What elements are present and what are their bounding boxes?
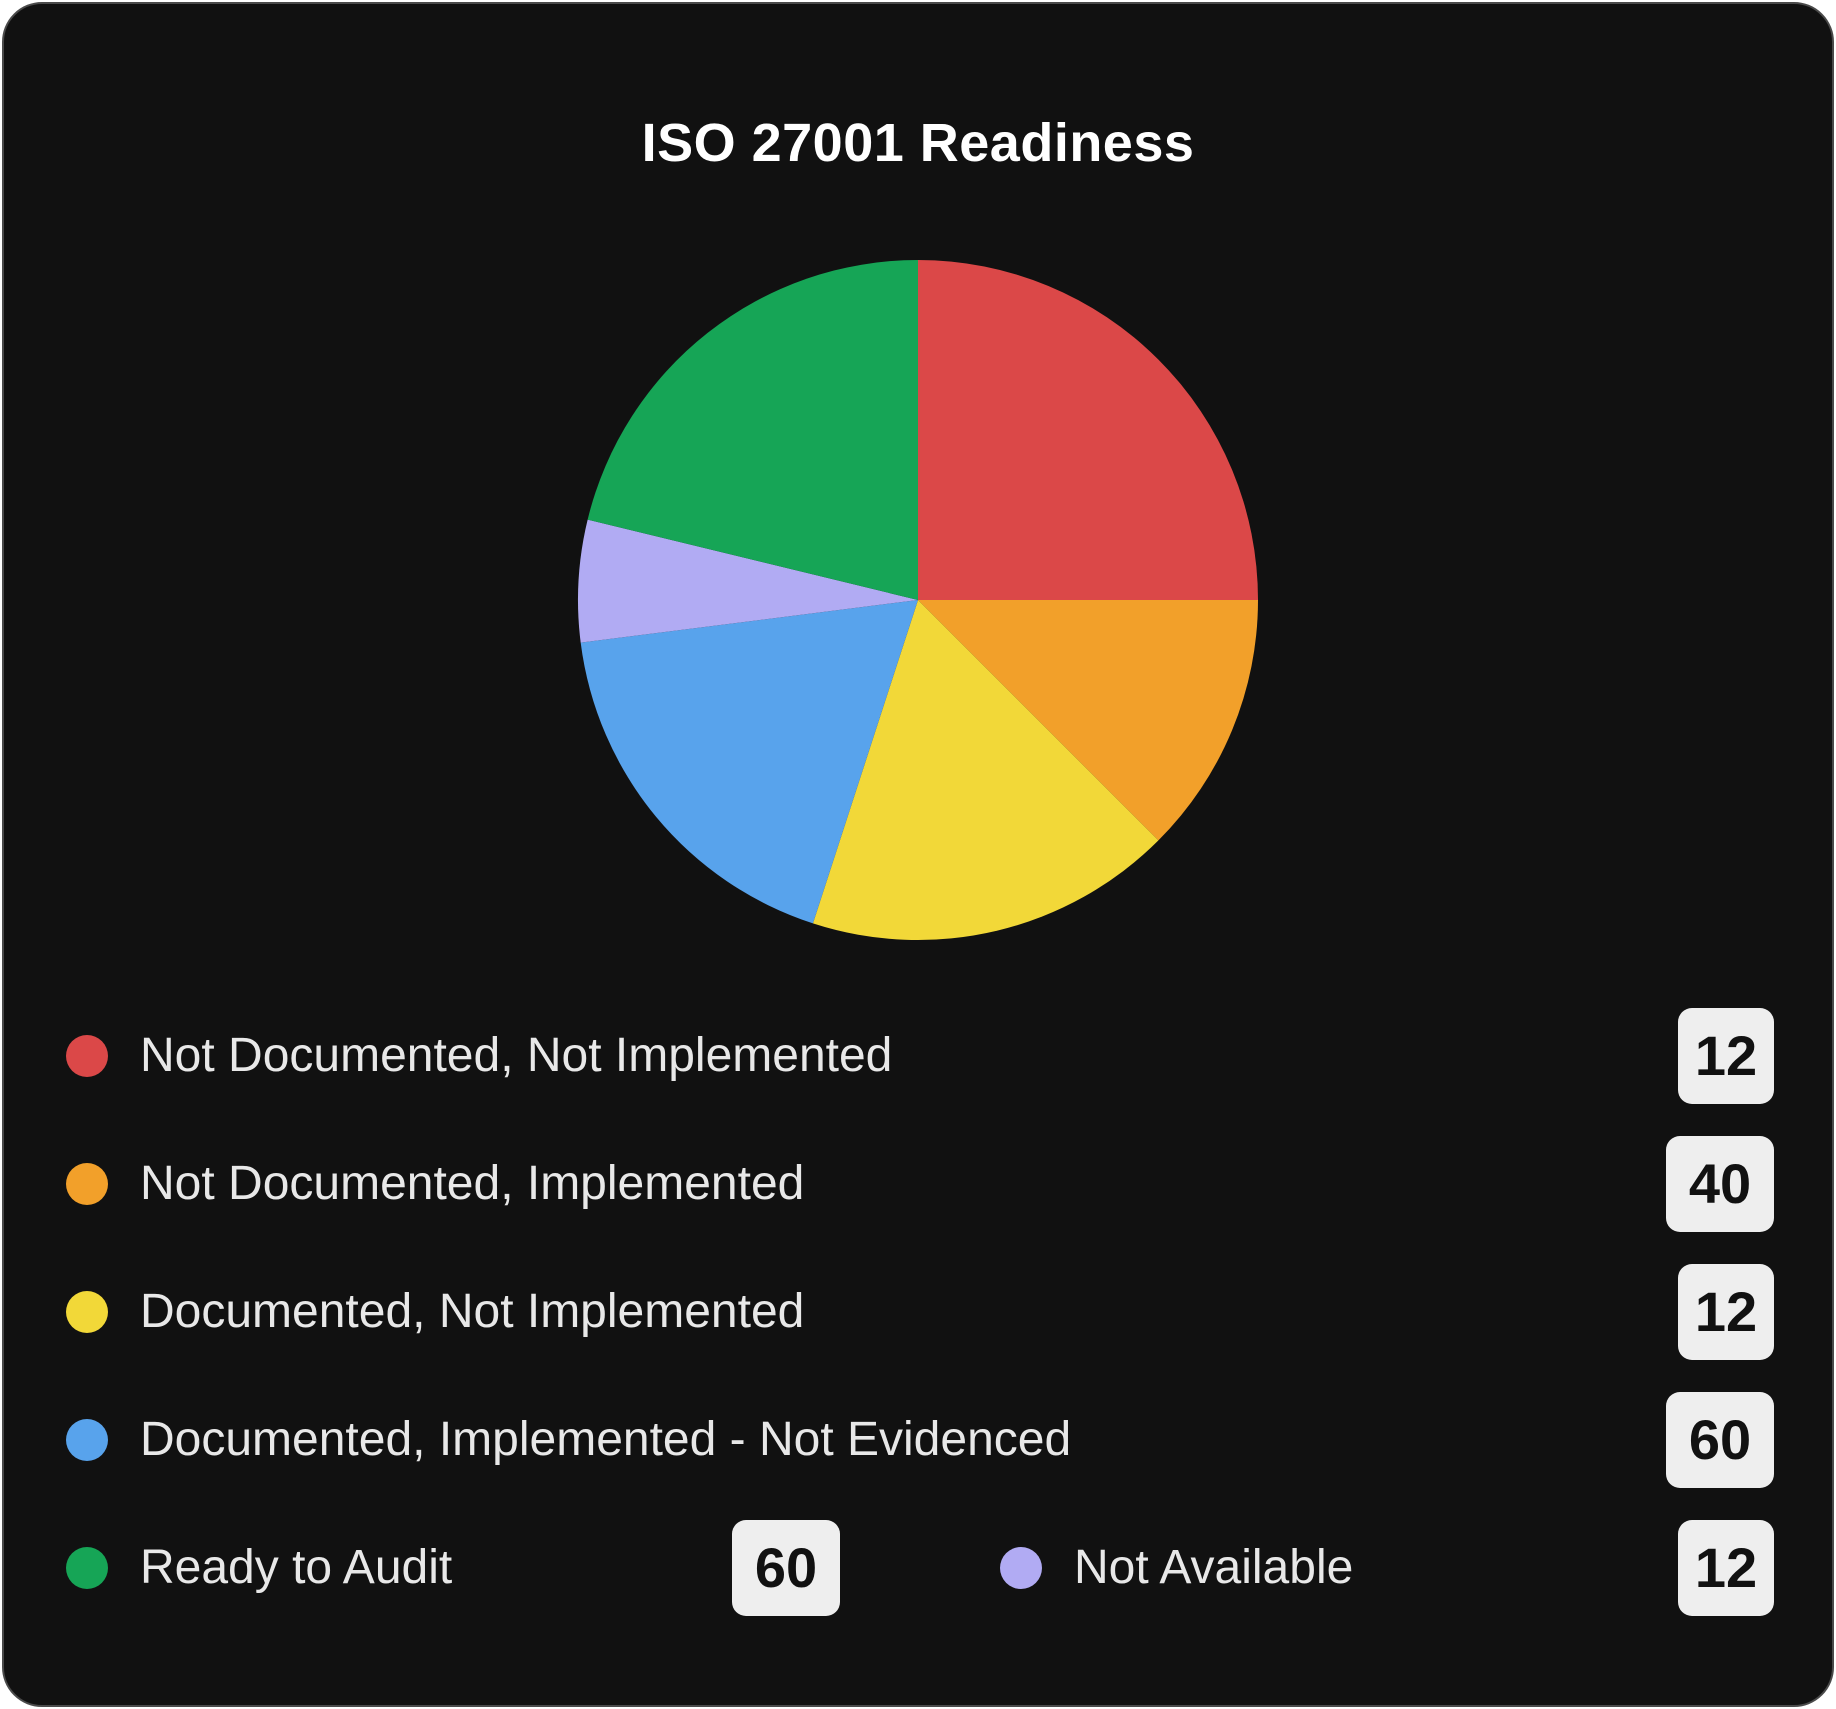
legend-row-not-available: Not Available 12 bbox=[4, 1520, 1832, 1616]
legend-label: Not Available bbox=[1074, 1541, 1354, 1594]
legend-dot-lavender bbox=[1000, 1547, 1042, 1589]
pie-slice-documented-implemented-not-evidenced bbox=[580, 600, 918, 924]
legend-label: Not Documented, Not Implemented bbox=[140, 1029, 893, 1082]
legend-row-not-documented-not-implemented: Not Documented, Not Implemented 12 bbox=[4, 1008, 1832, 1104]
legend-dot-red bbox=[66, 1035, 108, 1077]
count-badge: 40 bbox=[1666, 1136, 1774, 1232]
count-badge: 60 bbox=[732, 1520, 840, 1616]
legend-dot-blue bbox=[66, 1419, 108, 1461]
legend-label: Ready to Audit bbox=[140, 1541, 453, 1594]
legend-row-not-documented-implemented: Not Documented, Implemented 40 bbox=[4, 1136, 1832, 1232]
legend-dot-orange bbox=[66, 1163, 108, 1205]
pie-chart bbox=[578, 260, 1258, 940]
pie-slice-not-available bbox=[578, 519, 918, 643]
chart-title: ISO 27001 Readiness bbox=[641, 113, 1195, 173]
legend-dot-yellow bbox=[66, 1291, 108, 1333]
legend-row-ready-to-audit: Ready to Audit 60 bbox=[4, 1520, 904, 1616]
legend-row-documented-not-implemented: Documented, Not Implemented 12 bbox=[4, 1264, 1832, 1360]
pie-slice-documented-not-implemented bbox=[812, 600, 1159, 940]
legend-label: Not Documented, Implemented bbox=[140, 1157, 805, 1210]
count-badge: 12 bbox=[1678, 1008, 1774, 1104]
legend-label: Documented, Not Implemented bbox=[140, 1285, 805, 1338]
legend-dot-green bbox=[66, 1547, 108, 1589]
count-badge: 12 bbox=[1678, 1520, 1774, 1616]
pie-slice-not-documented-not-implemented bbox=[918, 260, 1258, 600]
count-badge: 60 bbox=[1666, 1392, 1774, 1488]
legend-row-documented-implemented-not-evidenced: Documented, Implemented - Not Evidenced … bbox=[4, 1392, 1832, 1488]
legend-label: Documented, Implemented - Not Evidenced bbox=[140, 1413, 1072, 1466]
pie-slice-not-documented-implemented bbox=[918, 600, 1258, 841]
pie-slice-ready-to-audit bbox=[587, 260, 918, 600]
count-badge: 12 bbox=[1678, 1264, 1774, 1360]
